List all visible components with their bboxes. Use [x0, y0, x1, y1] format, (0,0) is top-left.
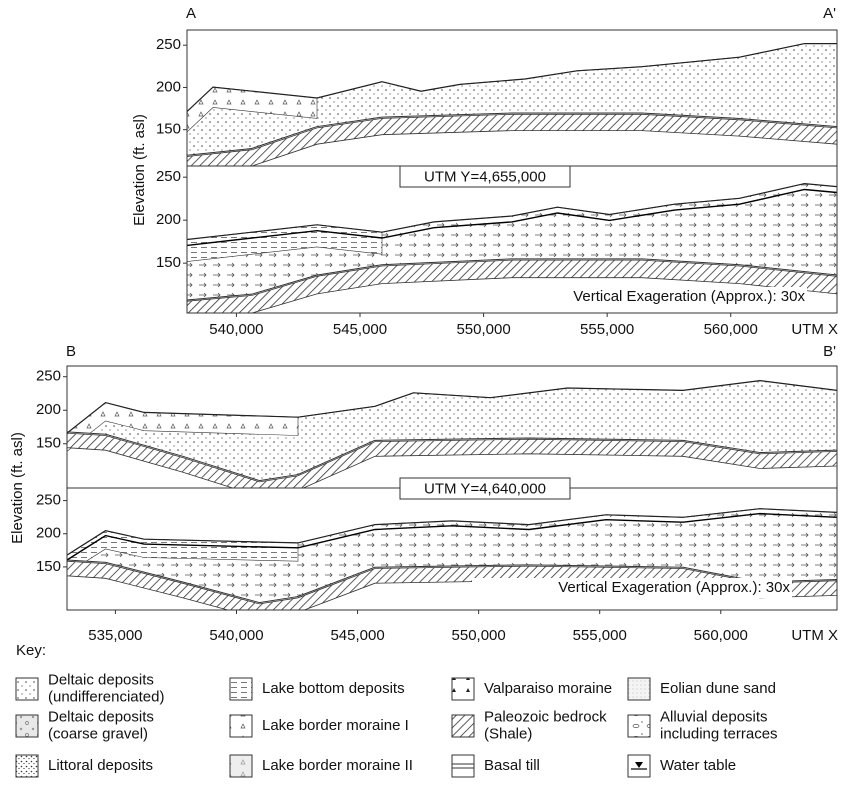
exaggeration-note: Vertical Exageration (Approx.): 30x [558, 579, 790, 596]
x-tick-label: 540,000 [209, 627, 263, 644]
key-swatch [230, 755, 252, 777]
section-end: A' [823, 5, 836, 22]
x-tick-label: 555,000 [573, 627, 627, 644]
key-label: Littoral deposits [48, 757, 153, 774]
x-tick-label: 545,000 [330, 627, 384, 644]
key-label: Basal till [484, 757, 540, 774]
key-label: Water table [660, 757, 736, 774]
key-label: including terraces [660, 725, 778, 742]
key-swatch [628, 715, 650, 737]
key-swatch [16, 678, 38, 700]
y-tick-label: 200 [36, 401, 61, 418]
section-end: B' [823, 343, 836, 360]
key-swatch [230, 715, 252, 737]
cross-section [67, 509, 837, 619]
key-label: Lake border moraine II [262, 757, 413, 774]
key-label: Lake border moraine I [262, 717, 409, 734]
key-swatch [16, 755, 38, 777]
utm-label: UTM Y=4,655,000 [424, 168, 546, 185]
y-tick-label: 250 [36, 492, 61, 509]
key-label: Valparaiso moraine [484, 680, 612, 697]
key-label: (coarse gravel) [48, 725, 148, 742]
y-tick-label: 200 [156, 78, 181, 95]
y-tick-label: 150 [156, 254, 181, 271]
x-tick-label: 545,000 [333, 321, 387, 338]
key-title: Key: [16, 642, 46, 659]
key-label: Deltaic deposits [48, 671, 154, 688]
y-tick-label: 250 [36, 368, 61, 385]
utm-label: UTM Y=4,640,000 [424, 480, 546, 497]
x-tick-label: 550,000 [452, 627, 506, 644]
x-axis-label: UTM X [791, 321, 838, 338]
key-swatch [628, 678, 650, 700]
key-swatch [452, 715, 474, 737]
key-swatch [230, 678, 252, 700]
figure: A A' B B' Elevation (ft. asl) Elevation … [0, 0, 842, 785]
y-tick-label: 250 [156, 168, 181, 185]
x-tick-label: 540,000 [209, 321, 263, 338]
x-tick-label: 560,000 [704, 321, 758, 338]
key-label: Eolian dune sand [660, 680, 776, 697]
section-start: B [66, 343, 76, 360]
key-label: (undifferenciated) [48, 688, 164, 705]
x-tick-label: 555,000 [580, 321, 634, 338]
x-axis-label: UTM X [791, 627, 838, 644]
key-label: Deltaic deposits [48, 708, 154, 725]
y-tick-label: 150 [36, 558, 61, 575]
key-label: Alluvial deposits [660, 708, 768, 725]
x-tick-label: 560,000 [694, 627, 748, 644]
x-tick-label: 535,000 [88, 627, 142, 644]
y-tick-label: 150 [36, 435, 61, 452]
key-swatch [452, 755, 474, 777]
exaggeration-note: Vertical Exageration (Approx.): 30x [573, 288, 805, 305]
key-swatch [16, 715, 38, 737]
key-label: Paleozoic bedrock [484, 708, 607, 725]
y-tick-label: 200 [36, 525, 61, 542]
y-tick-label: 150 [156, 121, 181, 138]
cross-section [187, 44, 837, 173]
y-tick-label: 200 [156, 211, 181, 228]
x-tick-label: 550,000 [456, 321, 510, 338]
y-tick-label: 250 [156, 36, 181, 53]
y-axis-label: Elevation (ft. asl) [131, 114, 148, 226]
section-start: A [186, 5, 196, 22]
key-label: Lake bottom deposits [262, 680, 405, 697]
key-swatch [452, 678, 474, 700]
key-label: (Shale) [484, 725, 532, 742]
y-axis-label: Elevation (ft. asl) [9, 432, 26, 544]
